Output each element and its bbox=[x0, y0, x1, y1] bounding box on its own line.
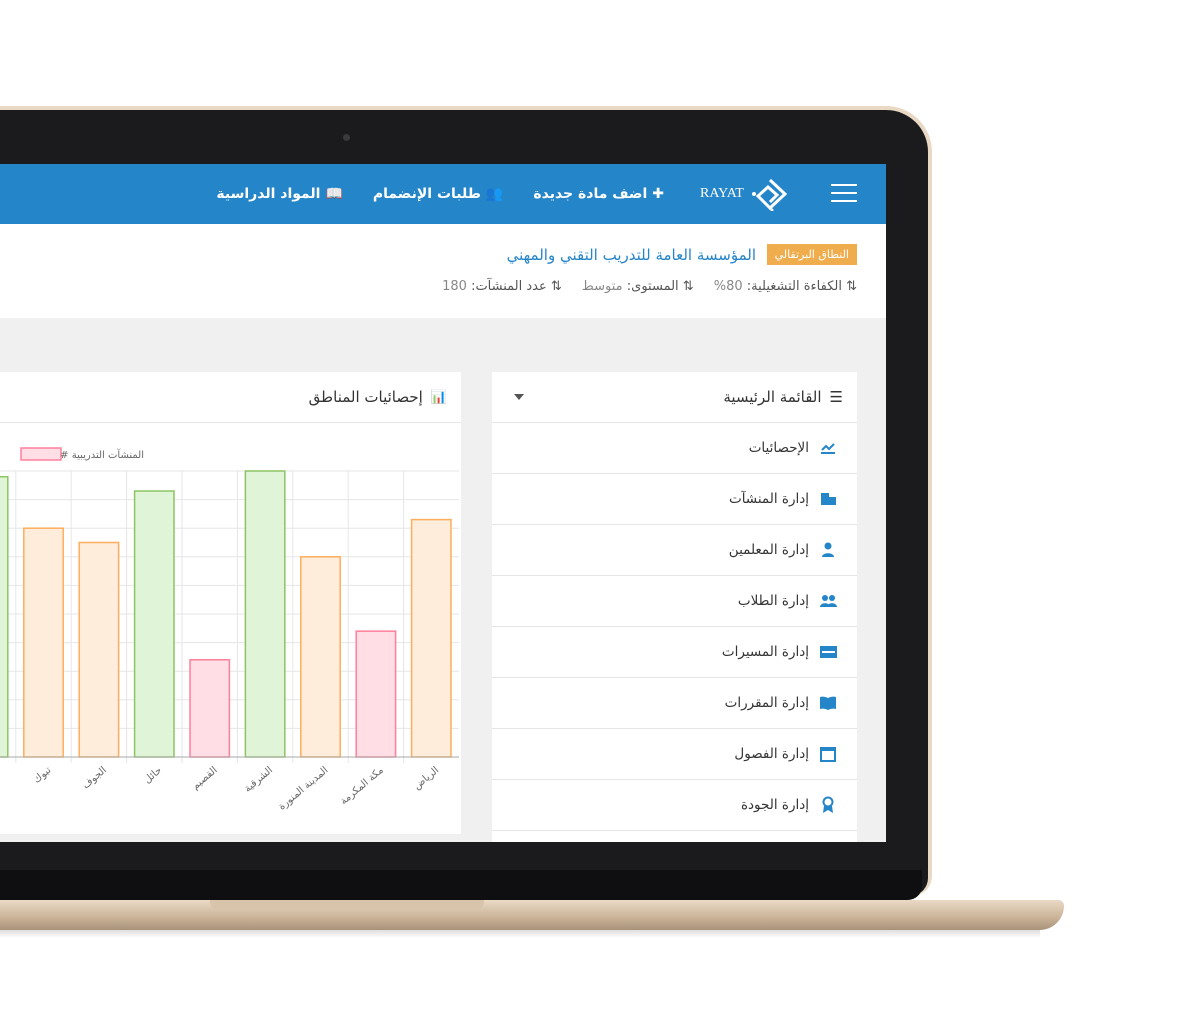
sidebar-item[interactable]: الإحصائيات bbox=[492, 423, 857, 474]
chart-line-icon bbox=[821, 443, 835, 454]
list-icon: ☰ bbox=[829, 388, 843, 406]
sidebar-item-label: إدارة المعلمين bbox=[728, 542, 809, 558]
sidebar-item[interactable]: إدارة الطلاب bbox=[492, 576, 857, 627]
nav-label: المواد الدراسية bbox=[216, 186, 321, 202]
stat-label: عدد المنشآت: bbox=[471, 279, 547, 294]
book-icon bbox=[820, 696, 836, 710]
bar bbox=[23, 527, 64, 758]
plus-icon: ✚ bbox=[652, 186, 664, 202]
laptop-base bbox=[0, 900, 1064, 930]
stat-value: 180 bbox=[442, 279, 467, 294]
x-tick-label: القصيم bbox=[190, 765, 219, 792]
book-icon: 📖 bbox=[325, 186, 343, 202]
main-menu-list: الإحصائيات إدارة المنشآت إدارة المعلمين إدا… bbox=[492, 423, 857, 831]
sidebar-item-label: إدارة الفصول bbox=[734, 746, 809, 762]
stat-efficiency: ⇅ الكفاءة التشغيلية: 80% bbox=[713, 279, 857, 294]
laptop-notch bbox=[210, 900, 484, 910]
x-tick-label: مكة المكرمة bbox=[338, 765, 386, 807]
main-menu: ☰ القائمة الرئيسية الإحصائيات إدارة المنشآ… bbox=[492, 372, 857, 842]
bar bbox=[133, 490, 175, 758]
stat-label: الكفاءة التشغيلية: bbox=[746, 279, 842, 294]
building-icon bbox=[821, 493, 836, 505]
x-tick-label: المدينة المنورة bbox=[277, 765, 331, 813]
caret-down-icon[interactable] bbox=[514, 394, 524, 405]
bar bbox=[300, 556, 341, 758]
stat-level: ⇅ المستوى: متوسط bbox=[581, 279, 694, 294]
org-info: النطاق البرتقالي المؤسسة العامة للتدريب … bbox=[0, 224, 886, 318]
sidebar-item-label: إدارة المسيرات bbox=[721, 644, 809, 660]
org-name[interactable]: المؤسسة العامة للتدريب التقني والمهني bbox=[506, 246, 756, 264]
regions-chart-panel: 📊 إحصائيات المناطق # المنشآت التدريبية الر… bbox=[0, 372, 461, 834]
nav-label: طلبات الإنضمام bbox=[372, 186, 481, 202]
x-tick-label: الرياض bbox=[412, 765, 441, 792]
sidebar-item-label: إدارة المقررات bbox=[724, 695, 809, 711]
sidebar-item[interactable]: إدارة الفصول bbox=[492, 729, 857, 780]
stat-label: المستوى: bbox=[626, 279, 679, 294]
bar bbox=[410, 518, 452, 758]
sidebar-item-label: إدارة المنشآت bbox=[728, 491, 809, 507]
nav-study-materials[interactable]: 📖 المواد الدراسية bbox=[216, 186, 343, 202]
chart-title: إحصائيات المناطق bbox=[308, 388, 423, 406]
bar bbox=[189, 659, 231, 758]
camera bbox=[343, 134, 350, 141]
bar bbox=[78, 541, 120, 758]
x-tick-label: حائل bbox=[142, 765, 164, 786]
legend-swatch bbox=[20, 447, 62, 461]
sidebar-item-label: إدارة الجودة bbox=[740, 797, 809, 813]
nav-join-requests[interactable]: 👥 طلبات الإنضمام bbox=[373, 186, 503, 202]
user-tie-icon bbox=[822, 542, 834, 557]
brand-name: RAYAT bbox=[700, 186, 744, 201]
calendar-icon bbox=[820, 747, 836, 762]
laptop-chin bbox=[0, 870, 922, 900]
chart-header: 📊 إحصائيات المناطق bbox=[0, 372, 461, 423]
bar bbox=[0, 475, 9, 758]
logo[interactable]: RAYAT bbox=[700, 177, 796, 211]
nav-label: اضف مادة جديدة bbox=[533, 186, 648, 202]
sidebar-item[interactable]: إدارة المسيرات bbox=[492, 627, 857, 678]
nav-add-material[interactable]: ✚ اضف مادة جديدة bbox=[533, 186, 664, 202]
x-tick-label: الجوف bbox=[80, 765, 108, 791]
menu-toggle-icon[interactable] bbox=[831, 184, 857, 202]
screen: RAYAT ✚ اضف مادة جديدة 👥 طلبات الإنضمام 📖 ا… bbox=[0, 164, 886, 842]
logo-icon bbox=[751, 178, 788, 211]
sidebar-item-label: إدارة الطلاب bbox=[737, 593, 809, 609]
x-tick-label: الشرقية bbox=[242, 765, 275, 795]
navbar: RAYAT ✚ اضف مادة جديدة 👥 طلبات الإنضمام 📖 ا… bbox=[0, 164, 886, 224]
bar-chart-icon: 📊 bbox=[430, 389, 447, 405]
zone-badge: النطاق البرتقالي bbox=[766, 244, 857, 265]
bar-chart: # المنشآت التدريبية الرياض مكة المكرمةالمد… bbox=[0, 447, 459, 813]
stat-facilities: ⇅ عدد المنشآت: 180 bbox=[442, 279, 562, 294]
sidebar-item[interactable]: إدارة الجودة bbox=[492, 780, 857, 831]
x-tick-label: تبوك bbox=[32, 765, 54, 786]
sidebar-item[interactable]: إدارة المنشآت bbox=[492, 474, 857, 525]
users-icon bbox=[820, 595, 837, 607]
laptop-shadow bbox=[0, 930, 1040, 938]
main-menu-title: القائمة الرئيسية bbox=[723, 388, 822, 406]
stat-value: 80% bbox=[713, 279, 743, 294]
award-icon bbox=[822, 796, 834, 813]
sidebar-item[interactable]: إدارة المقررات bbox=[492, 678, 857, 729]
bar bbox=[355, 630, 397, 758]
sidebar-item[interactable]: إدارة المعلمين bbox=[492, 525, 857, 576]
sidebar-item-label: الإحصائيات bbox=[748, 440, 809, 456]
id-card-icon bbox=[820, 646, 837, 658]
bar bbox=[244, 470, 286, 758]
main-menu-header[interactable]: ☰ القائمة الرئيسية bbox=[492, 372, 857, 423]
users-icon: 👥 bbox=[485, 186, 504, 202]
stat-value: متوسط bbox=[581, 279, 623, 294]
legend-label: # المنشآت التدريبية bbox=[60, 448, 144, 461]
